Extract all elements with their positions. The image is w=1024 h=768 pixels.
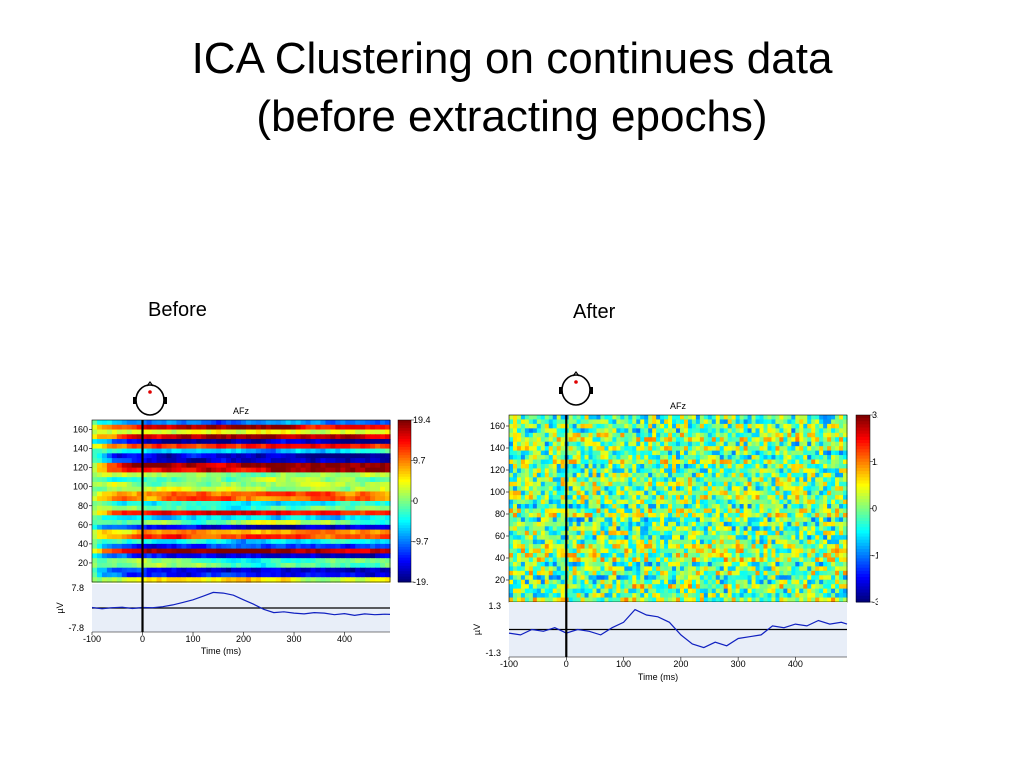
y-tick-label: 20 — [495, 575, 505, 585]
colorbar — [855, 414, 871, 603]
trial-image — [92, 420, 391, 583]
slide-title-line-1: ICA Clustering on continues data — [191, 34, 833, 83]
colorbar — [397, 419, 412, 583]
trial-image — [509, 415, 848, 603]
y-tick-label: 120 — [490, 465, 505, 475]
x-tick-label: 200 — [673, 659, 688, 669]
y-tick-label: 140 — [490, 443, 505, 453]
x-tick-label: 0 — [140, 634, 145, 644]
colorbar-tick-label: 3.3 — [872, 410, 878, 420]
colorbar-tick-label: 0 — [413, 496, 418, 506]
y-tick-label: 100 — [490, 487, 505, 497]
head-icon — [559, 371, 593, 406]
colorbar-tick-label: 1.6 — [872, 457, 878, 467]
channel-title: AFz — [670, 401, 687, 411]
erp-tick-label: 1.3 — [488, 601, 501, 611]
x-tick-label: 300 — [287, 634, 302, 644]
erpimage-svg: AFz 20 40 60 80 100 120 140 160 19.4 9.7 0 -9.7 -19. 7… — [55, 381, 431, 656]
colorbar-tick-label: -9.7 — [413, 537, 429, 547]
slide-title: ICA Clustering on continues data (before… — [0, 30, 1024, 146]
slide-title-line-2: (before extracting epochs) — [256, 92, 768, 141]
colorbar-tick-label: 19.4 — [413, 415, 431, 425]
y-tick-label: 120 — [73, 463, 88, 473]
x-tick-label: 300 — [731, 659, 746, 669]
y-tick-label: 160 — [490, 421, 505, 431]
head-icon — [133, 381, 167, 416]
y-tick-label: 40 — [495, 553, 505, 563]
y-tick-label: 140 — [73, 444, 88, 454]
erpimage-before: AFz 20 40 60 80 100 120 140 160 19.4 9.7 0 -9.7 -19. 7… — [40, 370, 470, 660]
y-tick-label: 160 — [73, 425, 88, 435]
x-tick-label: 400 — [788, 659, 803, 669]
after-caption: After — [573, 301, 616, 323]
erp-tick-label: -7.8 — [68, 623, 84, 633]
colorbar-tick-label: -3.3 — [872, 597, 878, 607]
colorbar-tick-label: 0 — [872, 504, 877, 514]
erp-unit-label: µV — [55, 602, 65, 613]
y-tick-label: 60 — [78, 520, 88, 530]
y-tick-label: 20 — [78, 558, 88, 568]
x-tick-label: 400 — [337, 634, 352, 644]
x-tick-label: -100 — [500, 659, 518, 669]
x-tick-label: 0 — [564, 659, 569, 669]
colorbar-tick-label: 9.7 — [413, 456, 426, 466]
erpimage-after: AFz 20 40 60 80 100 120 140 160 3.3 1.6 0 -1.6 -3.3 1.… — [458, 362, 888, 694]
x-axis-label: Time (ms) — [201, 646, 241, 656]
y-tick-label: 40 — [78, 539, 88, 549]
y-tick-label: 60 — [495, 531, 505, 541]
x-tick-label: 200 — [236, 634, 251, 644]
y-tick-label: 100 — [73, 482, 88, 492]
y-tick-label: 80 — [495, 509, 505, 519]
colorbar-tick-label: -19. — [413, 577, 429, 587]
x-axis-label: Time (ms) — [638, 672, 678, 682]
x-tick-label: -100 — [83, 634, 101, 644]
before-caption: Before — [148, 299, 207, 321]
erpimage-svg: AFz 20 40 60 80 100 120 140 160 3.3 1.6 0 -1.6 -3.3 1.… — [472, 371, 888, 682]
erp-tick-label: 7.8 — [71, 583, 84, 593]
colorbar-tick-label: -1.6 — [872, 550, 878, 560]
channel-title: AFz — [233, 406, 250, 416]
y-tick-label: 80 — [78, 501, 88, 511]
erp-tick-label: -1.3 — [485, 648, 501, 658]
erp-unit-label: µV — [472, 624, 482, 635]
x-tick-label: 100 — [186, 634, 201, 644]
x-tick-label: 100 — [616, 659, 631, 669]
